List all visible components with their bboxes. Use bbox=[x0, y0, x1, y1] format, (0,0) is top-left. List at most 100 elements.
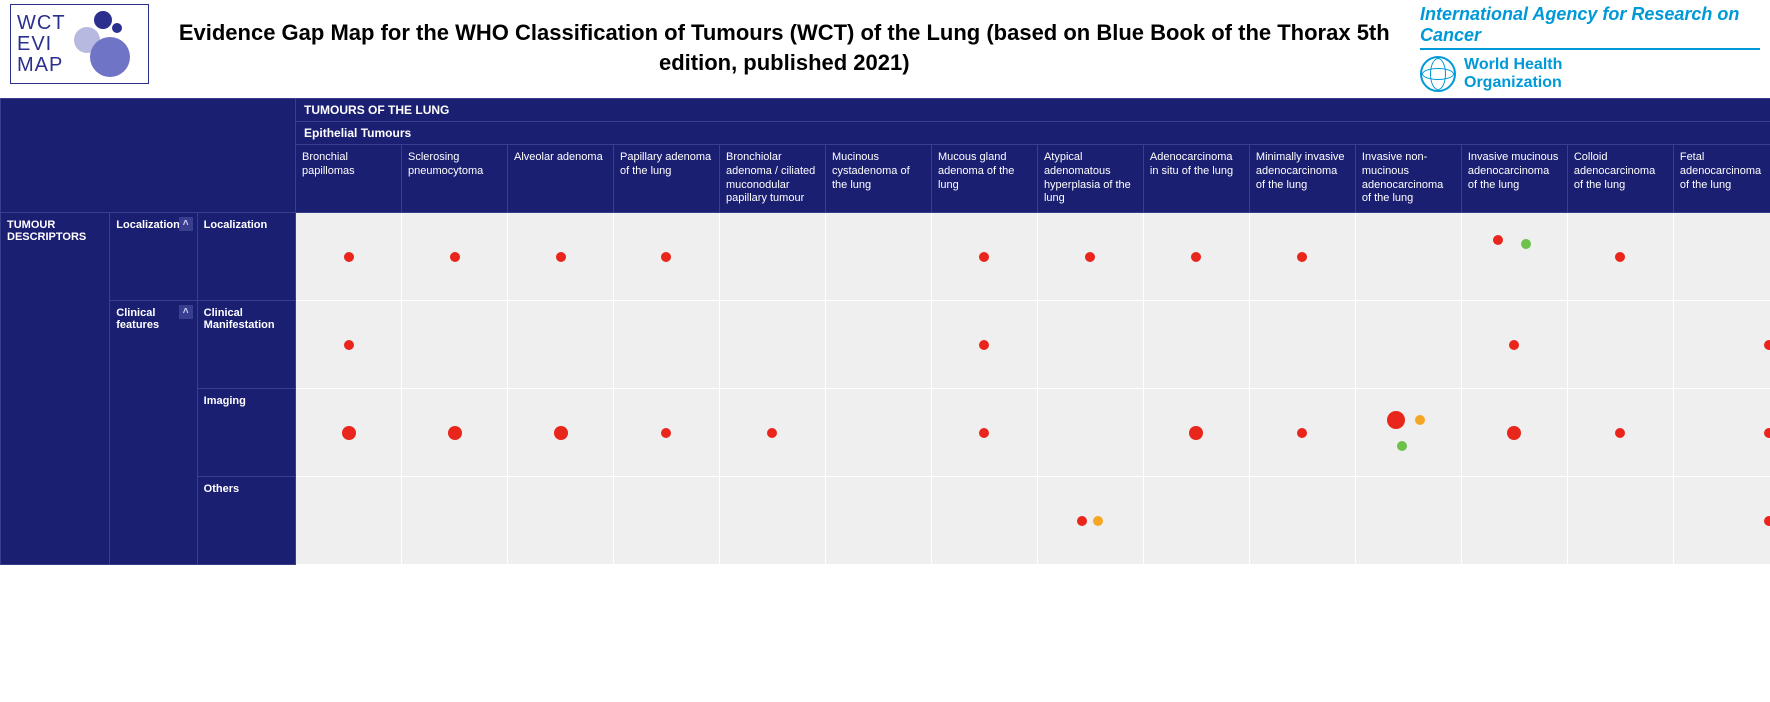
gap-cell[interactable] bbox=[1567, 477, 1673, 565]
evidence-dot[interactable] bbox=[1493, 235, 1503, 245]
gap-cell[interactable] bbox=[1143, 213, 1249, 301]
gap-cell[interactable] bbox=[825, 213, 931, 301]
gap-cell[interactable] bbox=[825, 477, 931, 565]
evidence-dot[interactable] bbox=[1764, 428, 1770, 438]
col-header-1[interactable]: Sclerosing pneumocytoma bbox=[402, 145, 508, 213]
col-header-8[interactable]: Adenocarcinoma in situ of the lung bbox=[1143, 145, 1249, 213]
gap-cell[interactable] bbox=[1355, 213, 1461, 301]
col-header-9[interactable]: Minimally invasive adenocarcinoma of the… bbox=[1249, 145, 1355, 213]
evidence-dot[interactable] bbox=[344, 252, 354, 262]
gap-cell[interactable] bbox=[1037, 213, 1143, 301]
evidence-dot[interactable] bbox=[1507, 426, 1521, 440]
gap-cell[interactable] bbox=[719, 389, 825, 477]
col-header-7[interactable]: Atypical adenomatous hyperplasia of the … bbox=[1037, 145, 1143, 213]
gap-cell[interactable] bbox=[1249, 389, 1355, 477]
gap-cell[interactable] bbox=[614, 389, 720, 477]
gap-cell[interactable] bbox=[402, 389, 508, 477]
evidence-dot[interactable] bbox=[1521, 239, 1531, 249]
row-subheader[interactable]: Others bbox=[197, 477, 295, 565]
col-header-6[interactable]: Mucous gland adenoma of the lung bbox=[931, 145, 1037, 213]
gap-cell[interactable] bbox=[296, 477, 402, 565]
gap-cell[interactable] bbox=[1673, 389, 1770, 477]
gap-cell[interactable] bbox=[402, 301, 508, 389]
gap-cell[interactable] bbox=[931, 389, 1037, 477]
evidence-dot[interactable] bbox=[661, 428, 671, 438]
gap-cell[interactable] bbox=[614, 301, 720, 389]
gap-cell[interactable] bbox=[1143, 389, 1249, 477]
gap-cell[interactable] bbox=[614, 213, 720, 301]
gap-cell[interactable] bbox=[825, 389, 931, 477]
gap-cell[interactable] bbox=[296, 389, 402, 477]
collapse-icon[interactable]: ˄ bbox=[179, 305, 193, 319]
gap-cell[interactable] bbox=[1461, 477, 1567, 565]
evidence-dot[interactable] bbox=[1415, 415, 1425, 425]
gap-cell[interactable] bbox=[1143, 301, 1249, 389]
evidence-dot[interactable] bbox=[448, 426, 462, 440]
evidence-dot[interactable] bbox=[1189, 426, 1203, 440]
gap-cell[interactable] bbox=[508, 477, 614, 565]
gap-cell[interactable] bbox=[1461, 301, 1567, 389]
col-header-3[interactable]: Papillary adenoma of the lung bbox=[614, 145, 720, 213]
row-subheader[interactable]: Localization bbox=[197, 213, 295, 301]
evidence-dot[interactable] bbox=[1509, 340, 1519, 350]
gap-cell[interactable] bbox=[931, 213, 1037, 301]
gap-cell[interactable] bbox=[1249, 477, 1355, 565]
gap-cell[interactable] bbox=[1037, 389, 1143, 477]
row-section[interactable]: Clinical features˄ bbox=[110, 301, 197, 565]
col-header-12[interactable]: Colloid adenocarcinoma of the lung bbox=[1567, 145, 1673, 213]
evidence-dot[interactable] bbox=[1764, 516, 1770, 526]
evidence-dot[interactable] bbox=[1297, 252, 1307, 262]
gap-cell[interactable] bbox=[296, 213, 402, 301]
row-subheader[interactable]: Clinical Manifestation bbox=[197, 301, 295, 389]
gap-cell[interactable] bbox=[1355, 389, 1461, 477]
row-subheader[interactable]: Imaging bbox=[197, 389, 295, 477]
gap-cell[interactable] bbox=[1037, 477, 1143, 565]
gap-cell[interactable] bbox=[931, 301, 1037, 389]
evidence-dot[interactable] bbox=[661, 252, 671, 262]
evidence-dot[interactable] bbox=[556, 252, 566, 262]
gap-cell[interactable] bbox=[719, 477, 825, 565]
evidence-dot[interactable] bbox=[554, 426, 568, 440]
col-header-5[interactable]: Mucinous cystadenoma of the lung bbox=[825, 145, 931, 213]
collapse-icon[interactable]: ˄ bbox=[179, 217, 193, 231]
evidence-dot[interactable] bbox=[1615, 252, 1625, 262]
col-header-0[interactable]: Bronchial papillomas bbox=[296, 145, 402, 213]
gap-cell[interactable] bbox=[508, 213, 614, 301]
gap-cell[interactable] bbox=[1673, 477, 1770, 565]
gap-cell[interactable] bbox=[825, 301, 931, 389]
evidence-dot[interactable] bbox=[979, 340, 989, 350]
gap-cell[interactable] bbox=[614, 477, 720, 565]
gap-cell[interactable] bbox=[508, 301, 614, 389]
col-header-2[interactable]: Alveolar adenoma bbox=[508, 145, 614, 213]
evidence-dot[interactable] bbox=[342, 426, 356, 440]
evidence-dot[interactable] bbox=[1297, 428, 1307, 438]
evidence-dot[interactable] bbox=[1397, 441, 1407, 451]
evidence-dot[interactable] bbox=[979, 428, 989, 438]
gap-cell[interactable] bbox=[1567, 389, 1673, 477]
evidence-dot[interactable] bbox=[1764, 340, 1770, 350]
evidence-dot[interactable] bbox=[450, 252, 460, 262]
evidence-dot[interactable] bbox=[1191, 252, 1201, 262]
gap-cell[interactable] bbox=[1037, 301, 1143, 389]
gap-cell[interactable] bbox=[402, 477, 508, 565]
evidence-dot[interactable] bbox=[979, 252, 989, 262]
evidence-dot[interactable] bbox=[1077, 516, 1087, 526]
col-header-4[interactable]: Bronchiolar adenoma / ciliated muconodul… bbox=[719, 145, 825, 213]
gap-cell[interactable] bbox=[402, 213, 508, 301]
gap-cell[interactable] bbox=[1567, 301, 1673, 389]
gap-cell[interactable] bbox=[508, 389, 614, 477]
evidence-dot[interactable] bbox=[1085, 252, 1095, 262]
row-section[interactable]: Localization˄ bbox=[110, 213, 197, 301]
gap-cell[interactable] bbox=[719, 301, 825, 389]
gap-cell[interactable] bbox=[1673, 301, 1770, 389]
col-header-13[interactable]: Fetal adenocarcinoma of the lung bbox=[1673, 145, 1770, 213]
gap-cell[interactable] bbox=[1249, 301, 1355, 389]
gap-cell[interactable] bbox=[1461, 213, 1567, 301]
gap-cell[interactable] bbox=[1673, 213, 1770, 301]
gap-cell[interactable] bbox=[1355, 301, 1461, 389]
gap-cell[interactable] bbox=[1355, 477, 1461, 565]
gap-cell[interactable] bbox=[1567, 213, 1673, 301]
gap-cell[interactable] bbox=[1143, 477, 1249, 565]
gap-cell[interactable] bbox=[931, 477, 1037, 565]
col-header-10[interactable]: Invasive non-mucinous adenocarcinoma of … bbox=[1355, 145, 1461, 213]
